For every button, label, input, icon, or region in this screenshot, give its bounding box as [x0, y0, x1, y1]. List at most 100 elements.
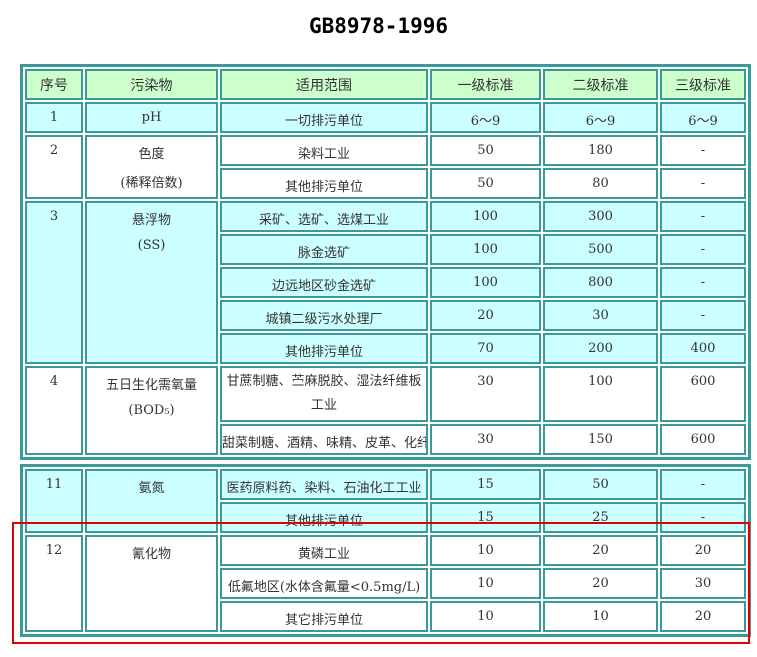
pollutant-cell: 悬浮物 (SS) — [85, 201, 218, 364]
pollutant-name: 氰化物 — [131, 547, 171, 562]
serial-number: 12 — [25, 535, 83, 632]
grade-2-value: 20 — [543, 568, 658, 599]
table-row: 其他排污单位 50 80- — [25, 168, 746, 199]
table-row: 边远地区砂金选矿 100 800- — [25, 267, 746, 298]
grade-3-value: 20 — [660, 601, 746, 632]
application-scope: 一切排污单位 — [220, 102, 428, 133]
document-title: GB8978-1996 — [308, 14, 449, 38]
grade-2-value: 10 — [543, 601, 658, 632]
table-row: 低氟地区(水体含氟量<0.5mg/L) 10 20 30 — [25, 568, 746, 599]
grade-3-value: - — [660, 267, 746, 298]
grade-3-value: - — [660, 300, 746, 331]
pollutant-subtitle: (BOD₅) — [128, 403, 175, 418]
grade-3-value: 400 — [660, 333, 746, 364]
pollutant-cell: pH — [85, 102, 218, 133]
grade-2-value: 300 — [543, 201, 658, 232]
grade-1-value: 100 — [430, 201, 541, 232]
column-header: 污染物 — [85, 69, 218, 100]
grade-2-value: 6～9 — [543, 102, 658, 133]
grade-2-value: 30 — [543, 300, 658, 331]
grade-1-value: 30 — [430, 366, 541, 422]
table-row: 2 色度 (稀释倍数) 染料工业 50 180- — [25, 135, 746, 199]
serial-number: 1 — [25, 102, 83, 133]
pollutant-subtitle: (稀释倍数) — [120, 176, 183, 191]
grade-2-value: 150 — [543, 424, 658, 455]
table-row: 1 pH 一切排污单位 6～9 6～9 6～9 — [25, 102, 746, 133]
application-scope: 采矿、选矿、选煤工业 — [220, 201, 428, 232]
table-row: 4 五日生化需氧量 (BOD₅) 甘蔗制糖、苎麻脱胶、湿法纤维板工业 30 100 600 — [25, 366, 746, 455]
grade-3-value: - — [660, 201, 746, 232]
column-header: 一级标准 — [430, 69, 541, 100]
grade-1-value: 10 — [430, 568, 541, 599]
grade-3-value: 20 — [660, 535, 746, 566]
grade-1-value: 20 — [430, 300, 541, 331]
column-header: 三级标准 — [660, 69, 746, 100]
grade-3-value: - — [660, 234, 746, 265]
grade-1-value: 15 — [430, 502, 541, 533]
serial-number: 4 — [25, 366, 83, 455]
grade-1-value: 6～9 — [430, 102, 541, 133]
header-row: 序号 污染物 适用范围 一级标准 二级标准 三级标准 — [25, 69, 746, 100]
column-header: 二级标准 — [543, 69, 658, 100]
serial-number: 2 — [25, 135, 83, 199]
grade-3-value: - — [660, 135, 746, 166]
table-row: 城镇二级污水处理厂 20 30- — [25, 300, 746, 331]
grade-1-value: 70 — [430, 333, 541, 364]
grade-3-value: 30 — [660, 568, 746, 599]
grade-3-value: 600 — [660, 424, 746, 455]
table-row: 脉金选矿 100 500- — [25, 234, 746, 265]
application-scope: 低氟地区(水体含氟量<0.5mg/L) — [220, 568, 428, 599]
application-scope: 医药原料药、染料、石油化工工业 — [220, 469, 428, 500]
pollutant-name: 氨氮 — [138, 481, 165, 496]
grade-1-value: 50 — [430, 135, 541, 166]
application-scope: 甜菜制糖、酒精、味精、皮革、化纤 — [220, 424, 428, 455]
grade-2-value: 180 — [543, 135, 658, 166]
pollutant-cell: 色度 (稀释倍数) — [85, 135, 218, 199]
table-row: 12 氰化物 黄磷工业 10 20 20 — [25, 535, 746, 632]
column-header: 适用范围 — [220, 69, 428, 100]
table-row: 3 悬浮物 (SS) 采矿、选矿、选煤工业 100 300- — [25, 201, 746, 364]
grade-3-value: - — [660, 469, 746, 500]
grade-1-value: 15 — [430, 469, 541, 500]
pollutant-name: 悬浮物 — [131, 213, 171, 228]
standards-table-part-2: 11 氨氮 医药原料药、染料、石油化工工业 15 50- 其他排污单位 15 25-12 氰化物… — [20, 464, 751, 637]
column-header: 序号 — [25, 69, 83, 100]
grade-2-value: 50 — [543, 469, 658, 500]
grade-3-value: - — [660, 168, 746, 199]
application-scope: 染料工业 — [220, 135, 428, 166]
standards-table-part-1: 序号 污染物 适用范围 一级标准 二级标准 三级标准 1 pH 一切排污单位 6～9 6～9 6～9 2… — [20, 64, 751, 460]
grade-2-value: 500 — [543, 234, 658, 265]
grade-3-value: 6～9 — [660, 102, 746, 133]
pollutant-subtitle: (SS) — [137, 238, 166, 253]
table-row: 其它排污单位 10 10 20 — [25, 601, 746, 632]
grade-1-value: 10 — [430, 601, 541, 632]
table-row: 其他排污单位 70 200 400 — [25, 333, 746, 364]
grade-2-value: 20 — [543, 535, 658, 566]
application-scope: 脉金选矿 — [220, 234, 428, 265]
application-scope: 其他排污单位 — [220, 333, 428, 364]
application-scope: 城镇二级污水处理厂 — [220, 300, 428, 331]
table-row: 甜菜制糖、酒精、味精、皮革、化纤 30 150 600 — [25, 424, 746, 455]
grade-2-value: 800 — [543, 267, 658, 298]
grade-3-value: 600 — [660, 366, 746, 422]
pollutant-name: 色度 — [138, 147, 165, 162]
serial-number: 11 — [25, 469, 83, 533]
grade-1-value: 10 — [430, 535, 541, 566]
grade-2-value: 25 — [543, 502, 658, 533]
table-row: 11 氨氮 医药原料药、染料、石油化工工业 15 50- — [25, 469, 746, 533]
application-scope: 其他排污单位 — [220, 168, 428, 199]
pollutant-cell: 氨氮 — [85, 469, 218, 533]
grade-1-value: 100 — [430, 267, 541, 298]
pollutant-name: 五日生化需氧量 — [105, 378, 197, 393]
grade-2-value: 80 — [543, 168, 658, 199]
application-scope: 甘蔗制糖、苎麻脱胶、湿法纤维板工业 — [220, 366, 428, 422]
grade-1-value: 100 — [430, 234, 541, 265]
serial-number: 3 — [25, 201, 83, 364]
grade-1-value: 30 — [430, 424, 541, 455]
pollutant-cell: 氰化物 — [85, 535, 218, 632]
table-row: 其他排污单位 15 25- — [25, 502, 746, 533]
application-scope: 边远地区砂金选矿 — [220, 267, 428, 298]
grade-2-value: 100 — [543, 366, 658, 422]
application-scope: 黄磷工业 — [220, 535, 428, 566]
grade-1-value: 50 — [430, 168, 541, 199]
